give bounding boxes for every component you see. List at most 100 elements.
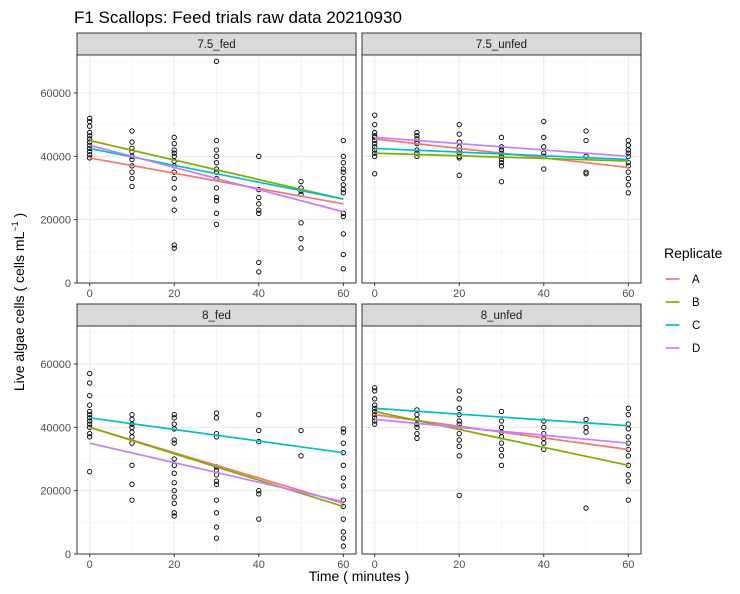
data-point bbox=[171, 175, 177, 182]
data-point bbox=[583, 416, 589, 423]
data-point bbox=[213, 58, 220, 64]
data-point bbox=[129, 462, 135, 468]
y-tick-label: 0 bbox=[65, 549, 71, 561]
x-tick-label: 0 bbox=[87, 559, 93, 571]
trend-line-A bbox=[89, 157, 344, 205]
data-point bbox=[372, 388, 378, 394]
panel-border bbox=[361, 325, 642, 555]
y-axis-title-superscript: −1 bbox=[10, 221, 20, 231]
data-point bbox=[583, 429, 589, 435]
data-point bbox=[87, 431, 93, 437]
data-point bbox=[498, 147, 505, 153]
data-point bbox=[87, 370, 93, 377]
data-point bbox=[171, 147, 177, 153]
data-point bbox=[372, 418, 378, 424]
data-point bbox=[340, 190, 346, 196]
data-point bbox=[129, 434, 135, 440]
legend-label-D: D bbox=[692, 343, 700, 355]
data-point bbox=[498, 160, 505, 166]
data-point bbox=[372, 171, 378, 177]
facet-panel-8-unfed: 8_unfed 0 20 40 60 bbox=[361, 303, 642, 571]
data-point bbox=[87, 421, 93, 427]
data-point bbox=[372, 385, 378, 391]
data-point bbox=[340, 166, 346, 172]
data-point bbox=[256, 207, 262, 213]
data-point bbox=[256, 488, 262, 494]
data-point bbox=[256, 194, 262, 201]
data-point bbox=[213, 510, 220, 516]
x-tick-label: 60 bbox=[622, 288, 634, 300]
data-point bbox=[456, 122, 462, 128]
data-point bbox=[87, 434, 93, 440]
trend-line-D bbox=[89, 144, 344, 213]
data-point bbox=[340, 475, 346, 481]
data-point bbox=[414, 129, 420, 136]
data-point bbox=[256, 201, 262, 207]
data-point bbox=[213, 160, 220, 166]
data-point bbox=[171, 150, 177, 156]
data-point bbox=[498, 134, 505, 140]
chart-title: F1 Scallops: Feed trials raw data 202109… bbox=[74, 8, 402, 27]
x-tick-label: 60 bbox=[622, 559, 634, 571]
data-point bbox=[625, 150, 631, 156]
data-point bbox=[456, 437, 462, 443]
x-tick-label: 60 bbox=[337, 288, 349, 300]
data-point bbox=[129, 497, 135, 503]
data-point bbox=[498, 408, 505, 415]
data-point bbox=[340, 266, 346, 272]
data-point bbox=[372, 421, 378, 427]
trend-line-D bbox=[374, 418, 629, 445]
data-point bbox=[87, 408, 93, 415]
data-point bbox=[171, 242, 177, 248]
data-point bbox=[340, 213, 346, 220]
data-point bbox=[298, 220, 304, 226]
data-point bbox=[171, 196, 177, 202]
data-point bbox=[256, 269, 262, 275]
y-tick-label: 40000 bbox=[40, 151, 71, 163]
data-point bbox=[456, 453, 462, 459]
data-point bbox=[541, 418, 547, 424]
data-point bbox=[129, 139, 135, 145]
data-point bbox=[498, 462, 505, 468]
data-point bbox=[213, 153, 220, 159]
data-point bbox=[171, 415, 177, 421]
data-point bbox=[625, 497, 631, 503]
data-point bbox=[213, 194, 220, 201]
data-point bbox=[456, 172, 462, 178]
data-point bbox=[171, 141, 177, 147]
data-point bbox=[414, 424, 420, 430]
trend-line-C bbox=[374, 407, 629, 427]
data-point bbox=[541, 134, 547, 140]
data-point bbox=[171, 510, 177, 516]
data-point bbox=[87, 380, 93, 386]
data-point bbox=[340, 153, 346, 159]
facet-panel-7-5-unfed: 7.5_unfed 0 20 40 60 bbox=[361, 32, 642, 300]
data-point bbox=[298, 427, 304, 434]
data-point bbox=[213, 185, 220, 191]
x-tick-label: 20 bbox=[168, 288, 180, 300]
data-point bbox=[256, 153, 262, 159]
data-point bbox=[340, 137, 346, 144]
data-point bbox=[625, 163, 631, 169]
data-point bbox=[87, 123, 93, 129]
trend-line-D bbox=[374, 136, 629, 158]
data-point bbox=[498, 446, 505, 453]
data-point bbox=[583, 171, 589, 177]
data-point bbox=[372, 122, 378, 128]
data-point bbox=[87, 469, 93, 475]
data-point bbox=[256, 259, 262, 266]
trend-line-B bbox=[374, 410, 629, 467]
data-point bbox=[171, 134, 177, 140]
data-point bbox=[171, 185, 177, 191]
data-point bbox=[625, 478, 631, 484]
facet-panel-7-5-fed: 7.5_fed 0 20 40 60 0 20000 40000 60000 bbox=[40, 32, 357, 300]
data-point bbox=[298, 179, 304, 185]
data-point bbox=[213, 535, 220, 541]
data-point bbox=[129, 183, 135, 190]
x-tick-label: 60 bbox=[337, 559, 349, 571]
x-tick-label: 0 bbox=[372, 559, 378, 571]
data-point bbox=[87, 139, 93, 145]
legend-label-B: B bbox=[692, 297, 700, 309]
data-point bbox=[372, 112, 378, 118]
